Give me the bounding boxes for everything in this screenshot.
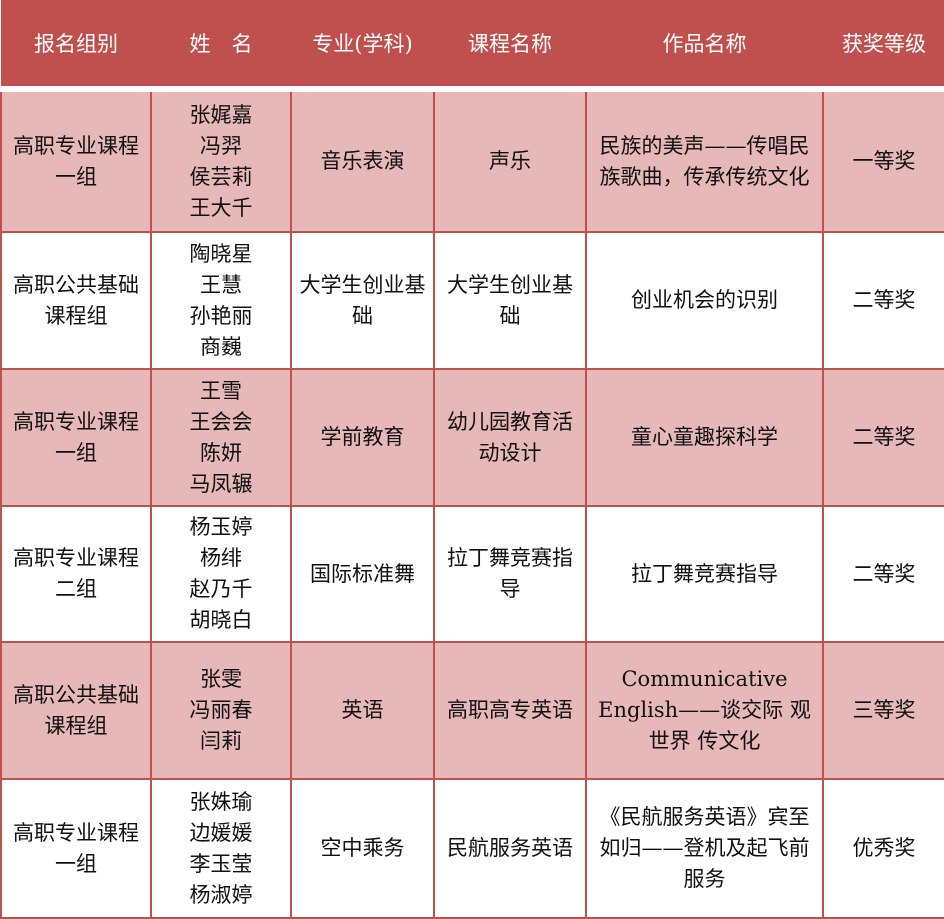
header-course: 课程名称 bbox=[434, 0, 586, 92]
cell-work: 《民航服务英语》宾至如归——登机及起飞前服务 bbox=[585, 778, 824, 919]
cell-major: 国际标准舞 bbox=[290, 505, 435, 643]
cell-award: 一等奖 bbox=[822, 88, 944, 233]
cell-course: 高职高专英语 bbox=[433, 641, 587, 780]
cell-group: 高职专业课程一组 bbox=[0, 778, 152, 919]
member-name: 王会会 bbox=[189, 409, 253, 434]
cell-work: 童心童趣探科学 bbox=[585, 368, 824, 507]
member-name: 侯芸莉 bbox=[189, 164, 253, 189]
table-row: 高职公共基础课程组 张雯 冯丽春 闫莉 英语 高职高专英语 Communicative En… bbox=[0, 641, 944, 780]
header-row: 报名组别 姓 名 专业(学科) 课程名称 作品名称 获奖等级 bbox=[1, 0, 944, 92]
member-name: 李玉莹 bbox=[189, 851, 253, 876]
member-name: 赵乃千 bbox=[189, 577, 253, 601]
cell-major: 英语 bbox=[290, 641, 435, 780]
member-name: 王慧 bbox=[200, 272, 242, 297]
cell-award: 二等奖 bbox=[822, 505, 944, 643]
member-name: 胡晓白 bbox=[189, 608, 253, 632]
member-name: 王大千 bbox=[189, 195, 253, 220]
member-name: 商巍 bbox=[200, 334, 242, 359]
cell-group: 高职专业课程一组 bbox=[0, 368, 152, 507]
cell-group: 高职专业课程二组 bbox=[0, 505, 152, 643]
header-award: 获奖等级 bbox=[823, 0, 944, 92]
member-name: 闫莉 bbox=[200, 729, 242, 753]
cell-work: Communicative English——谈交际 观世界 传文化 bbox=[585, 641, 824, 780]
cell-work: 拉丁舞竞赛指导 bbox=[585, 505, 824, 643]
table-row: 高职专业课程一组 张姝瑜 边媛媛 李玉莹 杨淑婷 空中乘务 民航服务英语 《民航服务英语》宾至… bbox=[0, 778, 944, 919]
header-work: 作品名称 bbox=[586, 0, 823, 92]
cell-names: 张娓嘉冯羿侯芸莉王大千 bbox=[150, 88, 292, 233]
cell-major: 音乐表演 bbox=[290, 88, 435, 233]
cell-names: 张雯 冯丽春 闫莉 bbox=[150, 641, 292, 780]
table-row: 高职专业课程二组 杨玉婷 杨绯 赵乃千 胡晓白 国际标准舞 拉丁舞竞赛指导 拉丁舞竞赛指导 二等… bbox=[0, 505, 944, 643]
member-name: 杨绯 bbox=[200, 546, 242, 570]
cell-award: 二等奖 bbox=[822, 368, 944, 507]
cell-group: 高职公共基础课程组 bbox=[0, 641, 152, 780]
cell-names: 杨玉婷杨绯赵乃千胡晓白 bbox=[150, 505, 292, 643]
member-name: 陈妍 bbox=[200, 440, 242, 465]
table-row: 高职专业课程一组 王雪 王会会 陈妍 马凤辗 学前教育 幼儿园教育活动设计 童心童趣探科学 二等… bbox=[0, 368, 944, 507]
member-name: 马凤辗 bbox=[189, 471, 253, 496]
member-name: 张姝瑜 bbox=[189, 789, 253, 814]
member-name: 张娓嘉 bbox=[189, 102, 253, 127]
cell-work: 民族的美声——传唱民族歌曲，传承传统文化 bbox=[585, 88, 824, 233]
member-name: 冯丽春 bbox=[189, 698, 253, 722]
cell-names: 王雪王会会陈妍马凤辗 bbox=[150, 368, 292, 507]
cell-award: 三等奖 bbox=[822, 641, 944, 780]
cell-course: 幼儿园教育活动设计 bbox=[433, 368, 587, 507]
cell-award: 优秀奖 bbox=[822, 778, 944, 919]
header-group: 报名组别 bbox=[1, 0, 151, 92]
cell-group: 高职专业课程一组 bbox=[0, 88, 152, 233]
cell-course: 民航服务英语 bbox=[433, 778, 587, 919]
member-name: 陶晓星 bbox=[189, 241, 253, 266]
cell-course: 大学生创业基础 bbox=[433, 231, 587, 370]
cell-course: 拉丁舞竞赛指导 bbox=[433, 505, 587, 643]
member-name: 冯羿 bbox=[200, 133, 242, 158]
header-name: 姓 名 bbox=[151, 0, 291, 92]
cell-group: 高职公共基础课程组 bbox=[0, 231, 152, 370]
member-name: 杨淑婷 bbox=[189, 882, 253, 907]
cell-names: 张姝瑜边媛媛李玉莹杨淑婷 bbox=[150, 778, 292, 919]
table-row: 高职专业课程一组 张娓嘉 冯羿 侯芸莉 王大千 音乐表演 声乐 民族的美声——传唱民族歌曲，传… bbox=[0, 88, 944, 233]
member-name: 边媛媛 bbox=[189, 820, 253, 845]
header-major: 专业(学科) bbox=[291, 0, 434, 92]
cell-names: 陶晓星王慧孙艳丽商巍 bbox=[150, 231, 292, 370]
cell-work: 创业机会的识别 bbox=[585, 231, 824, 370]
member-name: 孙艳丽 bbox=[189, 303, 253, 328]
table-row: 高职公共基础课程组 陶晓星 王慧 孙艳丽 商巍 大学生创业基础 大学生创业基础 创业机会的识别… bbox=[0, 231, 944, 370]
cell-major: 学前教育 bbox=[290, 368, 435, 507]
cell-award: 二等奖 bbox=[822, 231, 944, 370]
member-name: 王雪 bbox=[200, 378, 242, 403]
cell-major: 空中乘务 bbox=[290, 778, 435, 919]
cell-major: 大学生创业基础 bbox=[290, 231, 435, 370]
cell-course: 声乐 bbox=[433, 88, 587, 233]
member-name: 杨玉婷 bbox=[189, 515, 253, 539]
member-name: 张雯 bbox=[200, 667, 242, 691]
